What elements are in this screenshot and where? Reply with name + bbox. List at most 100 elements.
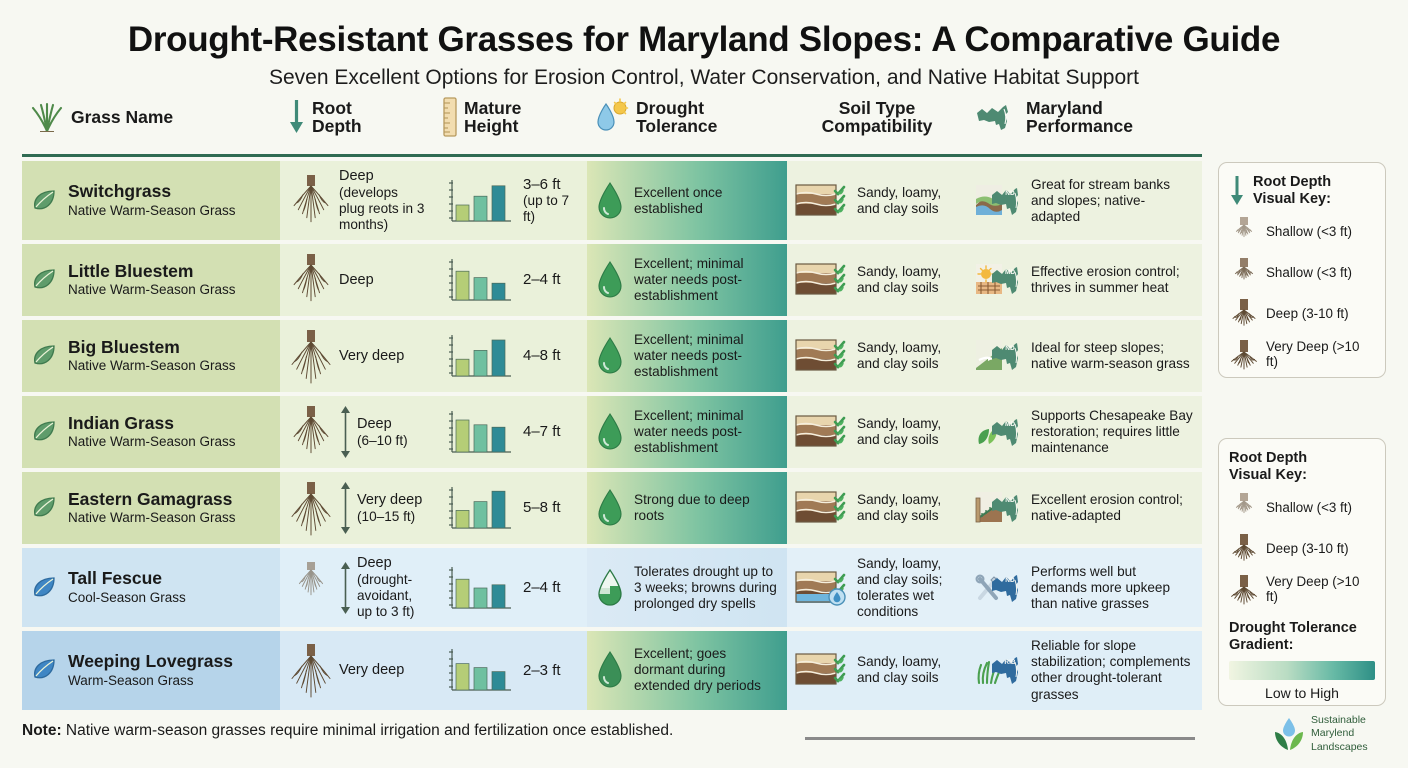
grass-name-cell[interactable]: Little Bluestem Native Warm-Season Grass bbox=[22, 244, 280, 317]
mature-height-cell: 2–4 ft bbox=[435, 548, 587, 628]
column-header-drought-tolerance: Drought Tolerance bbox=[587, 82, 787, 152]
legend-item-label: Shallow (<3 ft) bbox=[1266, 264, 1352, 280]
mature-height-cell: 2–3 ft bbox=[435, 631, 587, 710]
maryland-scene-icon: ND bbox=[975, 338, 1023, 374]
soil-type-cell: Sandy, loamy, and clay soils bbox=[787, 161, 967, 241]
legend-gradient-title: Drought Tolerance Gradient: bbox=[1229, 620, 1357, 654]
grass-type: Native Warm-Season Grass bbox=[68, 202, 236, 218]
root-system-icon bbox=[288, 641, 334, 699]
column-header-label: Maryland Performance bbox=[1026, 97, 1133, 136]
leaf-icon bbox=[30, 266, 58, 294]
page-title: Drought-Resistant Grasses for Maryland S… bbox=[127, 20, 1281, 59]
water-drop-icon bbox=[595, 260, 625, 300]
grass-name-cell[interactable]: Tall Fescue Cool-Season Grass bbox=[22, 548, 280, 628]
table-row[interactable]: Little Bluestem Native Warm-Season Grass… bbox=[22, 244, 1202, 317]
grass-name-cell[interactable]: Big Bluestem Native Warm-Season Grass bbox=[22, 320, 280, 393]
drought-tolerance-text: Excellent; minimal water needs post-esta… bbox=[634, 408, 744, 456]
grass-type: Native Warm-Season Grass bbox=[68, 434, 236, 450]
maryland-performance-cell: ND Great for stream banks and slopes; na… bbox=[967, 161, 1202, 241]
table-row[interactable]: Weeping Lovegrass Warm-Season Grass Very… bbox=[22, 631, 1202, 710]
maryland-scene-icon: MD bbox=[975, 414, 1023, 450]
ruler-icon bbox=[443, 97, 457, 137]
table-header-row: Grass Name Root Depth bbox=[22, 97, 1202, 157]
water-drop-sun-icon bbox=[595, 98, 629, 136]
mature-height-value: 4–8 ft bbox=[523, 347, 561, 365]
soil-layers-icon bbox=[795, 338, 849, 374]
grass-name-cell[interactable]: Switchgrass Native Warm-Season Grass bbox=[22, 161, 280, 241]
comparison-table: Grass Name Root Depth bbox=[22, 97, 1202, 710]
table-body: Switchgrass Native Warm-Season Grass Dee… bbox=[22, 161, 1202, 710]
svg-text:ND: ND bbox=[1005, 345, 1015, 352]
table-row[interactable]: Eastern Gamagrass Native Warm-Season Gra… bbox=[22, 472, 1202, 545]
drought-tolerance-cell: Tolerates drought up to 3 weeks; browns … bbox=[587, 548, 787, 628]
grass-name-cell[interactable]: Indian Grass Native Warm-Season Grass bbox=[22, 396, 280, 469]
drought-tolerance-cell: Excellent; minimal water needs post-esta… bbox=[587, 320, 787, 393]
soil-type-text: Sandy, loamy, and clay soils bbox=[857, 340, 942, 372]
column-header-grass-name: Grass Name bbox=[22, 82, 280, 152]
leaf-droplet-logo-icon bbox=[1272, 716, 1306, 752]
legend-root-depth-top: Root Depth Visual Key: Shallow (<3 ft) Sh… bbox=[1218, 162, 1386, 378]
footer-note-label: Note: bbox=[22, 722, 62, 739]
maryland-performance-cell: ND Excellent erosion control; native-ada… bbox=[967, 472, 1202, 545]
root-depth-cell: Deep bbox=[280, 244, 435, 317]
water-drop-icon bbox=[595, 336, 625, 376]
column-header-label: Drought Tolerance bbox=[636, 97, 718, 136]
mature-height-value: 2–3 ft bbox=[523, 661, 561, 679]
maryland-scene-icon: ND bbox=[975, 183, 1023, 219]
soil-layers-icon bbox=[795, 183, 849, 219]
root-depth-cell: Deep (6–10 ft) bbox=[280, 396, 435, 469]
depth-range-arrow-icon bbox=[339, 480, 352, 536]
brand-logo-text: Sustainable Marylend Landscapes bbox=[1311, 714, 1368, 753]
table-row[interactable]: Switchgrass Native Warm-Season Grass Dee… bbox=[22, 161, 1202, 241]
column-header-label: Grass Name bbox=[71, 106, 174, 127]
table-row[interactable]: Tall Fescue Cool-Season Grass Deep (drou… bbox=[22, 548, 1202, 628]
mature-height-cell: 5–8 ft bbox=[435, 472, 587, 545]
drought-tolerance-cell: Excellent once established bbox=[587, 161, 787, 241]
soil-layers-icon bbox=[795, 414, 849, 450]
brand-logo: Sustainable Marylend Landscapes bbox=[1272, 714, 1368, 754]
soil-type-cell: Sandy, loamy, and clay soils bbox=[787, 631, 967, 710]
height-bar-chart bbox=[443, 254, 515, 306]
soil-type-cell: Sandy, loamy, and clay soils bbox=[787, 396, 967, 469]
table-row[interactable]: Indian Grass Native Warm-Season Grass De… bbox=[22, 396, 1202, 469]
root-depth-cell: Deep (drought-avoidant, up to 3 ft) bbox=[280, 548, 435, 628]
legend-item-label: Deep (3-10 ft) bbox=[1266, 540, 1349, 556]
table-row[interactable]: Big Bluestem Native Warm-Season Grass Ve… bbox=[22, 320, 1202, 393]
maryland-scene-icon: RIB bbox=[975, 652, 1023, 688]
mature-height-cell: 4–7 ft bbox=[435, 396, 587, 469]
svg-text:MD: MD bbox=[1005, 421, 1015, 428]
root-system-icon bbox=[288, 559, 334, 617]
root-depth-value: Very deep bbox=[339, 347, 405, 364]
column-header-label: Root Depth bbox=[312, 97, 362, 136]
maryland-performance-cell: ND Ideal for steep slopes; native warm-s… bbox=[967, 320, 1202, 393]
grass-name-cell[interactable]: Eastern Gamagrass Native Warm-Season Gra… bbox=[22, 472, 280, 545]
legend-item: Very Deep (>10 ft) bbox=[1229, 572, 1375, 606]
grass-type: Cool-Season Grass bbox=[68, 590, 186, 605]
drought-tolerance-text: Excellent; minimal water needs post-esta… bbox=[634, 256, 744, 304]
legend-item: Deep (3-10 ft) bbox=[1229, 531, 1375, 565]
height-bar-chart bbox=[443, 175, 515, 227]
maryland-performance-text: Supports Chesapeake Bay restoration; req… bbox=[1031, 408, 1193, 456]
legend-item-label: Shallow (<3 ft) bbox=[1266, 499, 1352, 515]
grass-name: Switchgrass bbox=[68, 181, 172, 202]
depth-range-arrow-icon bbox=[339, 404, 352, 460]
leaf-icon bbox=[30, 342, 58, 370]
column-header-mature-height: Mature Height bbox=[435, 82, 587, 152]
soil-type-cell: Sandy, loamy, and clay soils bbox=[787, 320, 967, 393]
grass-name: Little Bluestem bbox=[68, 260, 194, 281]
drought-tolerance-text: Excellent; minimal water needs post-esta… bbox=[634, 332, 744, 380]
maryland-performance-cell: ND Performs well but demands more upkeep… bbox=[967, 548, 1202, 628]
maryland-scene-icon: ND bbox=[975, 570, 1023, 606]
maryland-performance-text: Reliable for slope stabilization; comple… bbox=[1031, 638, 1191, 702]
soil-type-text: Sandy, loamy, and clay soils bbox=[857, 184, 942, 216]
grass-type: Native Warm-Season Grass bbox=[68, 282, 236, 298]
grass-name: Big Bluestem bbox=[68, 336, 180, 357]
root-system-icon bbox=[288, 172, 334, 230]
grass-type: Native Warm-Season Grass bbox=[68, 358, 236, 374]
water-drop-icon bbox=[595, 181, 625, 221]
legend-item: Very Deep (>10 ft) bbox=[1229, 337, 1375, 371]
leaf-icon bbox=[30, 187, 58, 215]
mature-height-cell: 2–4 ft bbox=[435, 244, 587, 317]
grass-name: Eastern Gamagrass bbox=[68, 488, 233, 509]
grass-name-cell[interactable]: Weeping Lovegrass Warm-Season Grass bbox=[22, 631, 280, 710]
